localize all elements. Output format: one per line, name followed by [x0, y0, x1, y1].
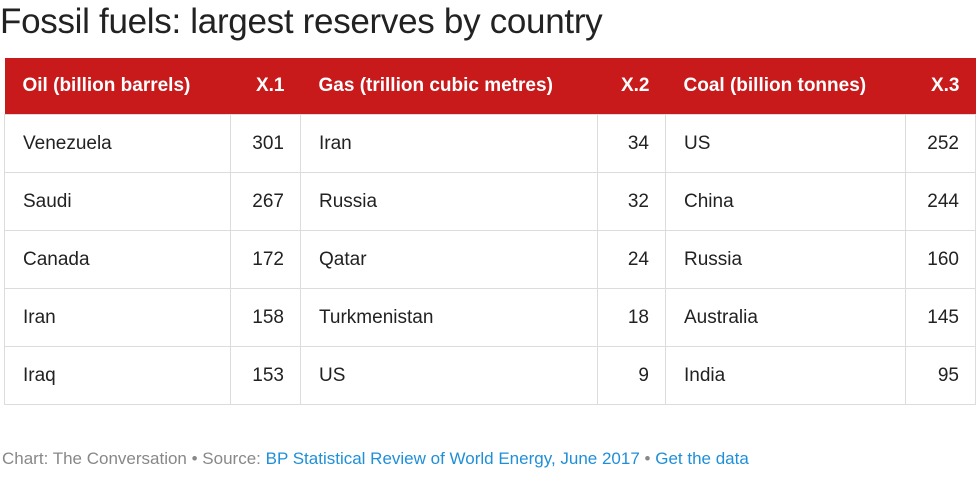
coal-value-cell: 244 [905, 172, 976, 231]
coal-value-cell: 160 [905, 230, 976, 289]
oil-value-cell: 158 [230, 288, 301, 347]
oil-country-cell: Saudi [4, 172, 231, 231]
oil-country-cell: Iran [4, 288, 231, 347]
gas-value-cell: 24 [597, 230, 666, 289]
coal-country-cell: Russia [665, 230, 906, 289]
table-row: Iran 158 Turkmenistan 18 Australia 145 [4, 288, 976, 347]
table-row: Saudi 267 Russia 32 China 244 [4, 172, 976, 231]
coal-value-cell: 145 [905, 288, 976, 347]
gas-country-cell: Russia [300, 172, 598, 231]
oil-value-cell: 301 [230, 114, 301, 173]
table-row: Canada 172 Qatar 24 Russia 160 [4, 230, 976, 289]
oil-country-cell: Canada [4, 230, 231, 289]
column-header-x1: X.1 [230, 58, 301, 115]
oil-country-cell: Iraq [4, 346, 231, 405]
footer-separator: • [639, 449, 656, 468]
gas-value-cell: 9 [597, 346, 666, 405]
gas-country-cell: US [300, 346, 598, 405]
reserves-table: Oil (billion barrels) X.1 Gas (trillion … [4, 58, 976, 405]
table-row: Venezuela 301 Iran 34 US 252 [4, 114, 976, 173]
column-header-x2: X.2 [597, 58, 666, 115]
gas-value-cell: 18 [597, 288, 666, 347]
oil-value-cell: 153 [230, 346, 301, 405]
column-header-x3: X.3 [905, 58, 976, 115]
column-header-gas: Gas (trillion cubic metres) [300, 58, 598, 115]
header-row: Oil (billion barrels) X.1 Gas (trillion … [4, 58, 976, 115]
coal-country-cell: China [665, 172, 906, 231]
footer-credit-text: Chart: The Conversation • Source: [2, 449, 266, 468]
gas-country-cell: Turkmenistan [300, 288, 598, 347]
coal-country-cell: Australia [665, 288, 906, 347]
chart-footer: Chart: The Conversation • Source: BP Sta… [2, 449, 749, 469]
get-data-link[interactable]: Get the data [655, 449, 749, 468]
gas-country-cell: Qatar [300, 230, 598, 289]
column-header-oil: Oil (billion barrels) [4, 58, 231, 115]
table-row: Iraq 153 US 9 India 95 [4, 346, 976, 405]
oil-value-cell: 172 [230, 230, 301, 289]
gas-value-cell: 32 [597, 172, 666, 231]
coal-value-cell: 95 [905, 346, 976, 405]
coal-country-cell: US [665, 114, 906, 173]
gas-value-cell: 34 [597, 114, 666, 173]
reserves-table-container: Oil (billion barrels) X.1 Gas (trillion … [4, 58, 976, 405]
oil-value-cell: 267 [230, 172, 301, 231]
column-header-coal: Coal (billion tonnes) [665, 58, 906, 115]
oil-country-cell: Venezuela [4, 114, 231, 173]
coal-country-cell: India [665, 346, 906, 405]
chart-title: Fossil fuels: largest reserves by countr… [0, 2, 603, 41]
gas-country-cell: Iran [300, 114, 598, 173]
coal-value-cell: 252 [905, 114, 976, 173]
source-link[interactable]: BP Statistical Review of World Energy, J… [265, 449, 640, 468]
